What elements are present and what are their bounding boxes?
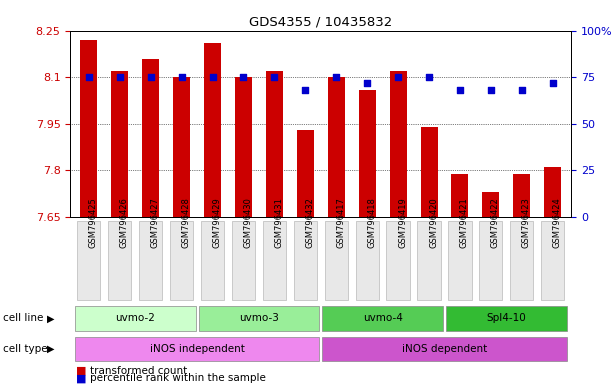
FancyBboxPatch shape [323,337,566,361]
Point [208,74,218,80]
Point [486,87,496,93]
Text: GSM796423: GSM796423 [522,197,531,248]
Bar [452,174,469,217]
FancyBboxPatch shape [323,306,443,331]
Point [177,74,186,80]
Point [517,87,527,93]
Text: GSM796429: GSM796429 [213,197,222,248]
Text: cell type: cell type [3,344,48,354]
Text: iNOS dependent: iNOS dependent [402,344,487,354]
Bar [482,192,499,217]
Text: Spl4-10: Spl4-10 [486,313,526,323]
Bar [327,77,345,217]
Text: ■: ■ [76,366,87,376]
Bar [235,77,252,217]
Text: percentile rank within the sample: percentile rank within the sample [90,373,266,383]
Bar [80,40,97,217]
Point [146,74,156,80]
Bar [513,174,530,217]
Text: GSM796418: GSM796418 [367,197,376,248]
Text: GSM796421: GSM796421 [460,197,469,248]
Point [424,74,434,80]
Bar [204,43,221,217]
Point [548,80,558,86]
FancyBboxPatch shape [324,220,348,300]
Text: GSM796428: GSM796428 [181,197,191,248]
Text: ▶: ▶ [47,313,54,323]
FancyBboxPatch shape [232,220,255,300]
Text: GSM796425: GSM796425 [89,197,98,248]
Text: cell line: cell line [3,313,43,323]
Text: transformed count: transformed count [90,366,187,376]
Point [301,87,310,93]
Text: GSM796424: GSM796424 [553,197,562,248]
Point [362,80,372,86]
FancyBboxPatch shape [75,306,196,331]
Point [393,74,403,80]
FancyBboxPatch shape [510,220,533,300]
Text: ▶: ▶ [47,344,54,354]
Text: uvmo-3: uvmo-3 [239,313,279,323]
Bar [297,130,314,217]
FancyBboxPatch shape [448,220,472,300]
FancyBboxPatch shape [541,220,565,300]
Text: GSM796430: GSM796430 [243,197,252,248]
Bar [173,77,190,217]
Title: GDS4355 / 10435832: GDS4355 / 10435832 [249,15,392,28]
Text: uvmo-4: uvmo-4 [363,313,403,323]
FancyBboxPatch shape [139,220,163,300]
Bar [390,71,406,217]
FancyBboxPatch shape [170,220,193,300]
Bar [142,59,159,217]
FancyBboxPatch shape [356,220,379,300]
FancyBboxPatch shape [417,220,441,300]
Text: GSM796420: GSM796420 [429,197,438,248]
Text: uvmo-2: uvmo-2 [115,313,155,323]
FancyBboxPatch shape [108,220,131,300]
Text: ■: ■ [76,373,87,383]
FancyBboxPatch shape [479,220,502,300]
FancyBboxPatch shape [75,337,319,361]
Text: GSM796431: GSM796431 [274,197,284,248]
Bar [359,90,376,217]
Bar [266,71,283,217]
Bar [544,167,562,217]
Point [331,74,341,80]
Text: GSM796432: GSM796432 [306,197,314,248]
Point [115,74,125,80]
FancyBboxPatch shape [77,220,100,300]
Text: GSM796426: GSM796426 [120,197,129,248]
Text: iNOS independent: iNOS independent [150,344,244,354]
Text: GSM796422: GSM796422 [491,197,500,248]
FancyBboxPatch shape [199,306,319,331]
FancyBboxPatch shape [263,220,286,300]
Text: GSM796427: GSM796427 [151,197,159,248]
Point [84,74,93,80]
FancyBboxPatch shape [446,306,566,331]
Bar [420,127,437,217]
Bar [111,71,128,217]
Text: GSM796417: GSM796417 [336,197,345,248]
Point [455,87,465,93]
FancyBboxPatch shape [294,220,317,300]
Point [269,74,279,80]
Point [238,74,248,80]
FancyBboxPatch shape [387,220,410,300]
Text: GSM796419: GSM796419 [398,197,407,248]
FancyBboxPatch shape [201,220,224,300]
